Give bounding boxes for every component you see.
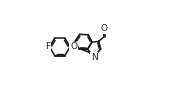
Text: F: F <box>45 42 50 51</box>
Text: O: O <box>70 42 77 51</box>
Text: N: N <box>91 53 97 62</box>
Text: O: O <box>100 24 107 33</box>
